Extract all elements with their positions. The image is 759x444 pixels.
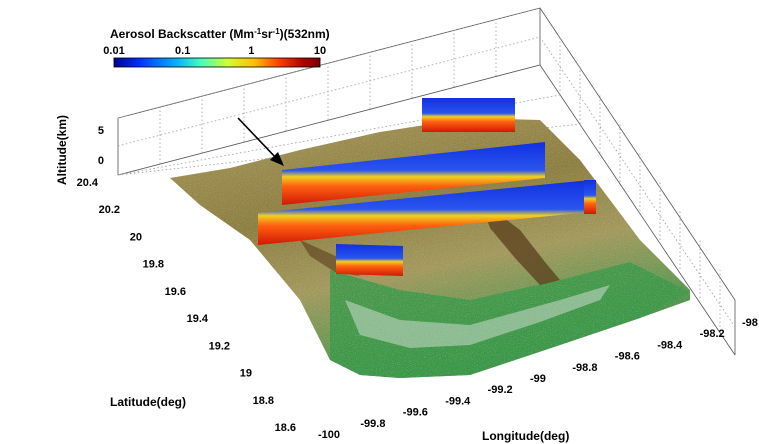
y-tick-label: 19.4 bbox=[187, 313, 209, 325]
x-axis-label: Longitude(deg) bbox=[482, 429, 569, 443]
y-tick-label: 19 bbox=[240, 368, 252, 380]
curtain-1 bbox=[422, 98, 515, 132]
y-axis-label: Latitude(deg) bbox=[110, 395, 186, 409]
x-tick-label: -98.6 bbox=[615, 351, 640, 363]
colorbar-tick-label: 0.01 bbox=[103, 45, 124, 57]
colorbar-tick-label: 0.1 bbox=[175, 45, 190, 57]
y-tick-label: 19.2 bbox=[209, 340, 230, 352]
grid-box bbox=[117, 7, 736, 356]
z-axis-label: Altitude(km) bbox=[55, 115, 69, 185]
curtain-stub bbox=[584, 180, 596, 214]
x-tick-label: -98 bbox=[742, 317, 758, 329]
y-tick-label: 20 bbox=[130, 231, 142, 243]
x-tick-label: -100 bbox=[318, 429, 340, 441]
y-tick-label: 18.6 bbox=[275, 422, 296, 434]
colorbar-tick-label: 1 bbox=[248, 45, 254, 57]
colorbar-gradient bbox=[113, 57, 321, 68]
y-tick-label: 20.2 bbox=[99, 204, 120, 216]
x-tick-label: -99 bbox=[530, 373, 546, 385]
curtain-2 bbox=[282, 142, 545, 205]
y-tick-label: 19.8 bbox=[143, 259, 164, 271]
y-tick-label: 20.4 bbox=[77, 177, 99, 189]
y-tick-label: 18.8 bbox=[253, 395, 274, 407]
y-tick-label: 19.6 bbox=[165, 286, 186, 298]
colorbar-title: Aerosol Backscatter (Mm-1sr-1)(532nm) bbox=[110, 27, 330, 41]
lidar-curtains bbox=[258, 98, 596, 276]
x-tick-label: -99.4 bbox=[445, 395, 471, 407]
x-tick-label: -99.8 bbox=[360, 418, 385, 430]
colorbar: Aerosol Backscatter (Mm-1sr-1)(532nm) 0.… bbox=[103, 27, 330, 68]
colorbar-tick-label: 10 bbox=[314, 45, 326, 57]
curtain-3 bbox=[258, 180, 590, 245]
z-tick-label: 5 bbox=[98, 125, 104, 137]
x-tick-label: -98.4 bbox=[657, 339, 683, 351]
curtain-4 bbox=[336, 244, 403, 276]
x-tick-label: -99.2 bbox=[488, 384, 513, 396]
x-tick-label: -98.2 bbox=[700, 328, 725, 340]
annotation-arrow bbox=[237, 117, 284, 166]
z-tick-label: 0 bbox=[98, 155, 104, 167]
x-tick-label: -98.8 bbox=[572, 362, 597, 374]
x-tick-label: -99.6 bbox=[403, 407, 428, 419]
